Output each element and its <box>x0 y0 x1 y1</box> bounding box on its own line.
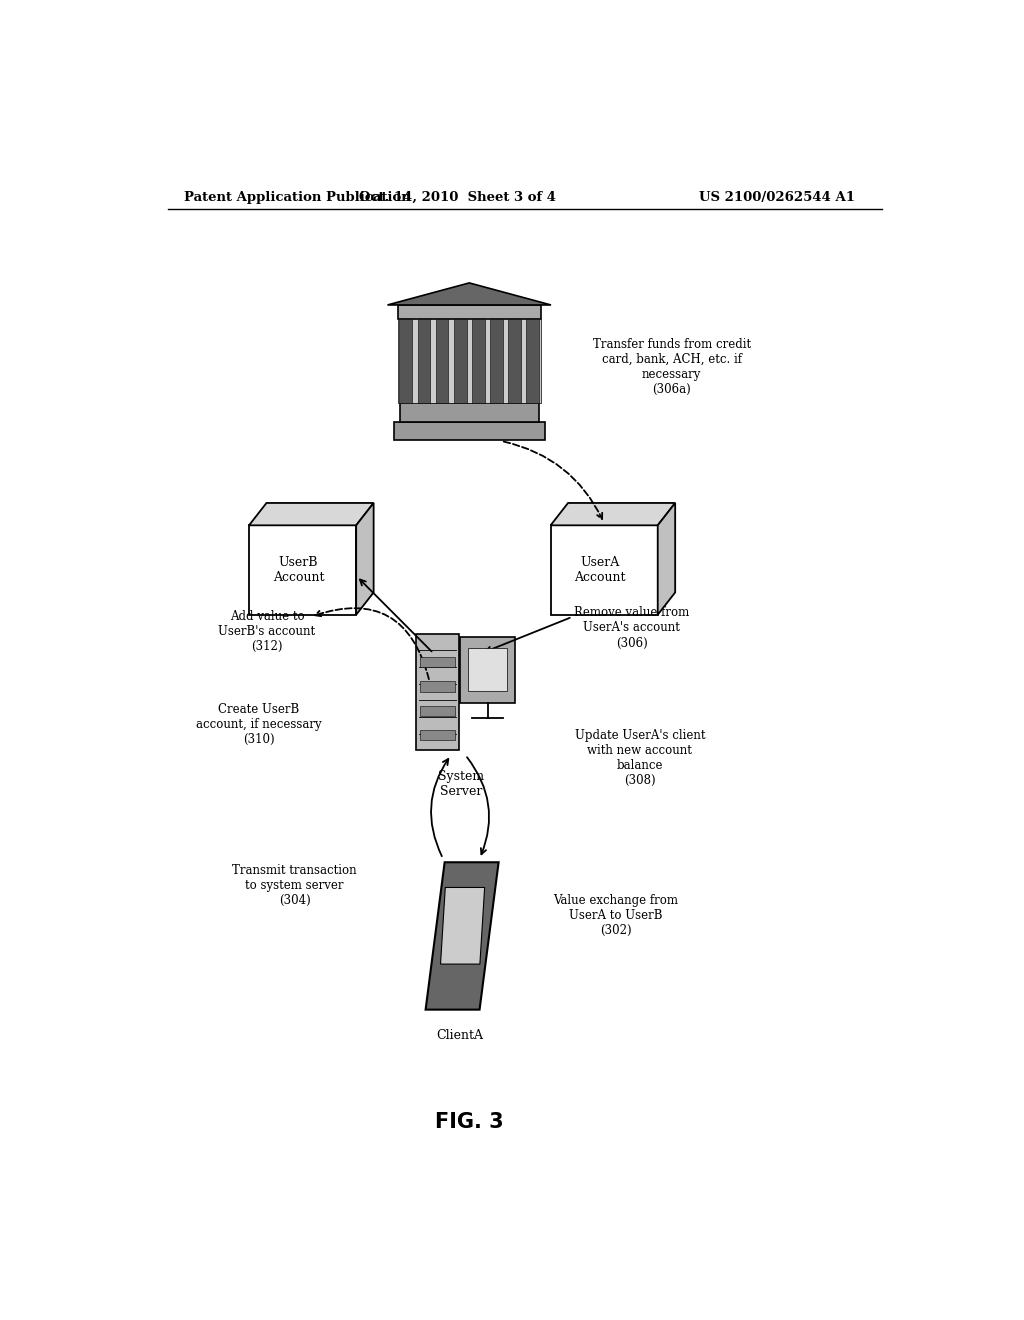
Text: Patent Application Publication: Patent Application Publication <box>183 190 411 203</box>
Polygon shape <box>399 319 412 403</box>
Text: Update UserA's client
with new account
balance
(308): Update UserA's client with new account b… <box>574 729 706 787</box>
Polygon shape <box>421 706 455 715</box>
Polygon shape <box>416 634 460 751</box>
Text: System
Server: System Server <box>438 771 484 799</box>
Polygon shape <box>508 319 521 403</box>
Polygon shape <box>399 403 539 421</box>
Text: Transfer funds from credit
card, bank, ACH, etc. if
necessary
(306a): Transfer funds from credit card, bank, A… <box>593 338 751 396</box>
Text: ClientA: ClientA <box>436 1030 483 1043</box>
Polygon shape <box>397 305 541 319</box>
Polygon shape <box>426 862 499 1010</box>
Polygon shape <box>356 503 374 615</box>
Polygon shape <box>397 319 541 403</box>
Polygon shape <box>472 319 484 403</box>
Polygon shape <box>490 319 503 403</box>
Polygon shape <box>551 525 657 615</box>
Polygon shape <box>468 648 508 692</box>
Polygon shape <box>394 421 545 441</box>
Polygon shape <box>551 503 675 525</box>
Text: Remove value from
UserA's account
(306): Remove value from UserA's account (306) <box>574 606 689 649</box>
Text: Add value to
UserB's account
(312): Add value to UserB's account (312) <box>218 610 315 652</box>
Text: UserB
Account: UserB Account <box>272 556 325 583</box>
Polygon shape <box>249 525 356 615</box>
Text: Value exchange from
UserA to UserB
(302): Value exchange from UserA to UserB (302) <box>554 894 679 937</box>
Polygon shape <box>657 503 675 615</box>
Text: US 2100/0262544 A1: US 2100/0262544 A1 <box>699 190 855 203</box>
Polygon shape <box>421 730 455 741</box>
Polygon shape <box>418 319 430 403</box>
Polygon shape <box>421 681 455 692</box>
Polygon shape <box>249 503 374 525</box>
Text: Oct. 14, 2010  Sheet 3 of 4: Oct. 14, 2010 Sheet 3 of 4 <box>358 190 556 203</box>
Polygon shape <box>526 319 539 403</box>
Text: FIG. 3: FIG. 3 <box>435 1111 504 1133</box>
Polygon shape <box>460 636 515 702</box>
Polygon shape <box>421 657 455 667</box>
Text: Transmit transaction
to system server
(304): Transmit transaction to system server (3… <box>232 863 357 907</box>
Text: UserA
Account: UserA Account <box>574 556 626 583</box>
Polygon shape <box>435 319 449 403</box>
Polygon shape <box>454 319 467 403</box>
Text: Create UserB
account, if necessary
(310): Create UserB account, if necessary (310) <box>197 704 322 746</box>
Polygon shape <box>440 887 484 964</box>
Polygon shape <box>387 282 551 305</box>
